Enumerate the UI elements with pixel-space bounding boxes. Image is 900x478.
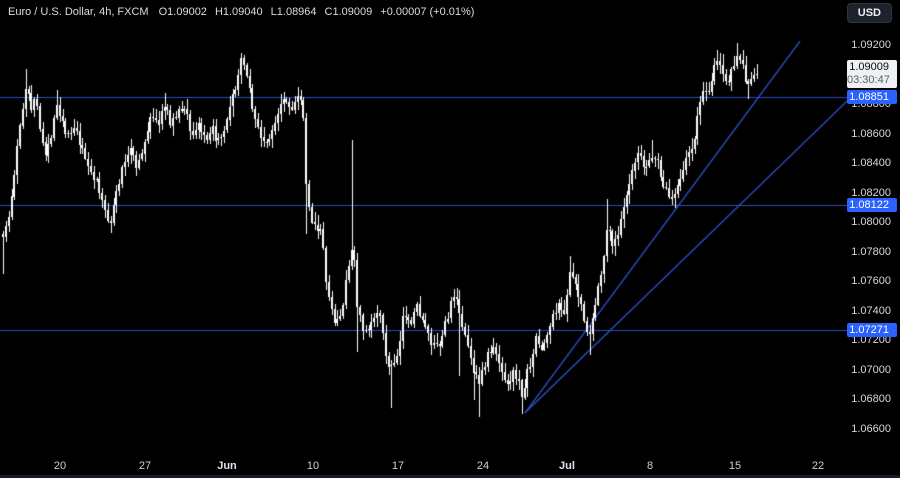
time-tick-label: 10 bbox=[306, 460, 320, 472]
price-tick-label: 1.06600 bbox=[851, 422, 891, 435]
price-tick-label: 1.08200 bbox=[851, 186, 891, 199]
time-tick-label: Jul bbox=[559, 460, 575, 472]
price-tick-label: 1.07400 bbox=[851, 304, 891, 317]
price-tick-label: 1.07600 bbox=[851, 275, 891, 288]
last-price-value: 1.09009 bbox=[849, 60, 889, 73]
bar-countdown: 03:30:47 bbox=[847, 73, 890, 86]
time-tick-label: 15 bbox=[728, 460, 742, 472]
time-tick-label: 17 bbox=[391, 460, 405, 472]
time-tick-label: 22 bbox=[811, 460, 825, 472]
price-level-tag: 1.08122 bbox=[847, 197, 897, 212]
price-tick-label: 1.08600 bbox=[851, 127, 891, 140]
bottom-border bbox=[0, 475, 900, 478]
time-tick-label: 20 bbox=[53, 460, 67, 472]
time-tick-label: 8 bbox=[646, 460, 654, 472]
symbol-title: Euro / U.S. Dollar, 4h, FXCM bbox=[8, 6, 149, 18]
candlestick-chart-canvas[interactable] bbox=[0, 0, 848, 456]
ohlc-close: C1.09009 bbox=[324, 6, 373, 18]
chart-legend: Euro / U.S. Dollar, 4h, FXCM O1.09002 H1… bbox=[0, 0, 900, 24]
price-tick-label: 1.07000 bbox=[851, 363, 891, 376]
price-level-tag: 1.07271 bbox=[847, 323, 897, 338]
price-tick-label: 1.06800 bbox=[851, 393, 891, 406]
time-tick-label: 24 bbox=[476, 460, 490, 472]
last-price-box: 1.09009 03:30:47 bbox=[847, 59, 897, 88]
price-tick-label: 1.07800 bbox=[851, 245, 891, 258]
price-tick-label: 1.08400 bbox=[851, 157, 891, 170]
price-tick-label: 1.07200 bbox=[851, 334, 891, 347]
currency-toggle-button[interactable]: USD bbox=[846, 3, 892, 23]
ohlc-low: L1.08964 bbox=[270, 6, 317, 18]
ohlc-open: O1.09002 bbox=[158, 6, 207, 18]
price-tick-label: 1.08000 bbox=[851, 216, 891, 229]
time-axis[interactable]: 20 27 Jun 10 17 24 Jul 8 15 22 bbox=[0, 456, 848, 478]
ohlc-change: +0.00007 (+0.01%) bbox=[380, 6, 475, 18]
price-axis[interactable]: 1.09009 03:30:47 1.09200 1.08800 1.08600 1.… bbox=[846, 24, 900, 456]
ohlc-high: H1.09040 bbox=[214, 6, 263, 18]
price-tick-label: 1.09200 bbox=[851, 39, 891, 52]
time-tick-label: Jun bbox=[217, 460, 237, 472]
time-tick-label: 27 bbox=[138, 460, 152, 472]
price-level-tag: 1.08851 bbox=[847, 90, 897, 105]
